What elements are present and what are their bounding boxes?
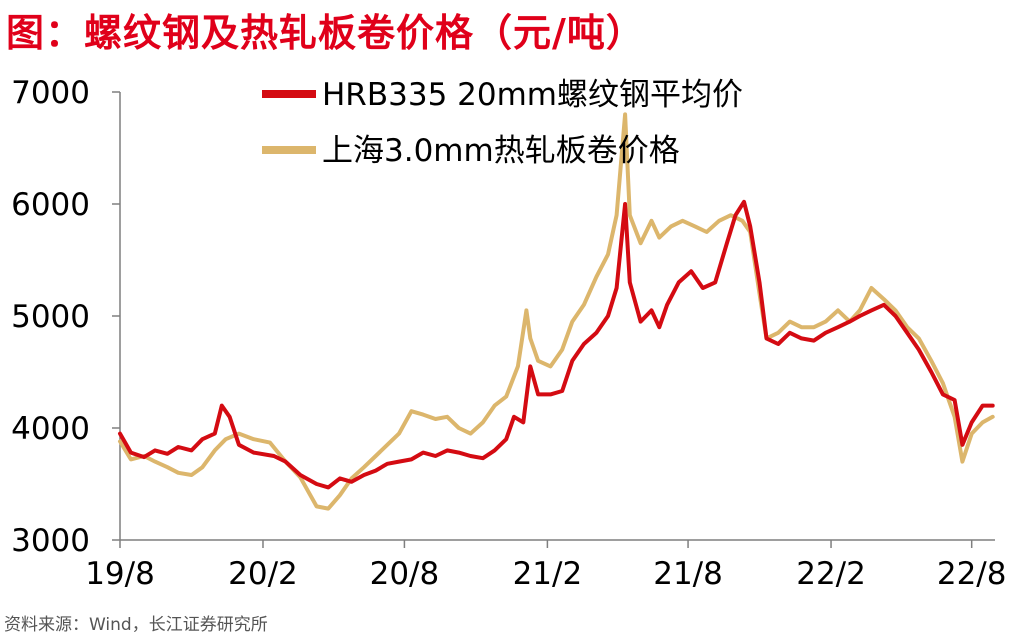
chart-axes: 3000 4000 5000 6000 7000 19/8 20/2 20/8 21/2 21/8…	[11, 75, 1006, 592]
x-tick-label: 22/2	[796, 556, 866, 592]
x-tick-label: 21/8	[653, 556, 723, 592]
x-tick-label: 20/8	[370, 556, 440, 592]
x-tick-label: 21/2	[513, 556, 583, 592]
x-tick-label: 20/2	[228, 556, 298, 592]
series-line-1	[118, 199, 995, 490]
source-note: 资料来源：Wind，长江证券研究所	[4, 615, 268, 635]
y-tick-label: 7000	[11, 75, 90, 111]
legend-label-1: HRB335 20mm螺纹钢平均价	[322, 77, 743, 113]
y-tick-label: 3000	[11, 523, 90, 559]
y-tick-label: 5000	[11, 299, 90, 335]
chart-title: 图：螺纹钢及热轧板卷价格（元/吨）	[6, 11, 645, 55]
y-tick-label: 6000	[11, 187, 90, 223]
series-layer	[118, 112, 995, 511]
x-tick-label: 19/8	[85, 556, 155, 592]
legend-label-2: 上海3.0mm热轧板卷价格	[322, 133, 680, 169]
y-tick-label: 4000	[11, 411, 90, 447]
x-tick-label: 22/8	[937, 556, 1007, 592]
